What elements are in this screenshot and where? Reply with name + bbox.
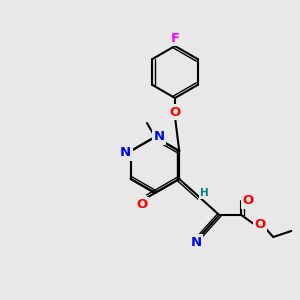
Text: F: F (170, 32, 180, 44)
Text: O: O (136, 199, 148, 212)
Text: O: O (255, 218, 266, 230)
Text: H: H (200, 188, 208, 198)
Text: N: N (191, 236, 202, 248)
Text: O: O (243, 194, 254, 208)
Text: N: N (120, 146, 131, 160)
Text: N: N (153, 130, 165, 143)
Text: O: O (169, 106, 181, 118)
